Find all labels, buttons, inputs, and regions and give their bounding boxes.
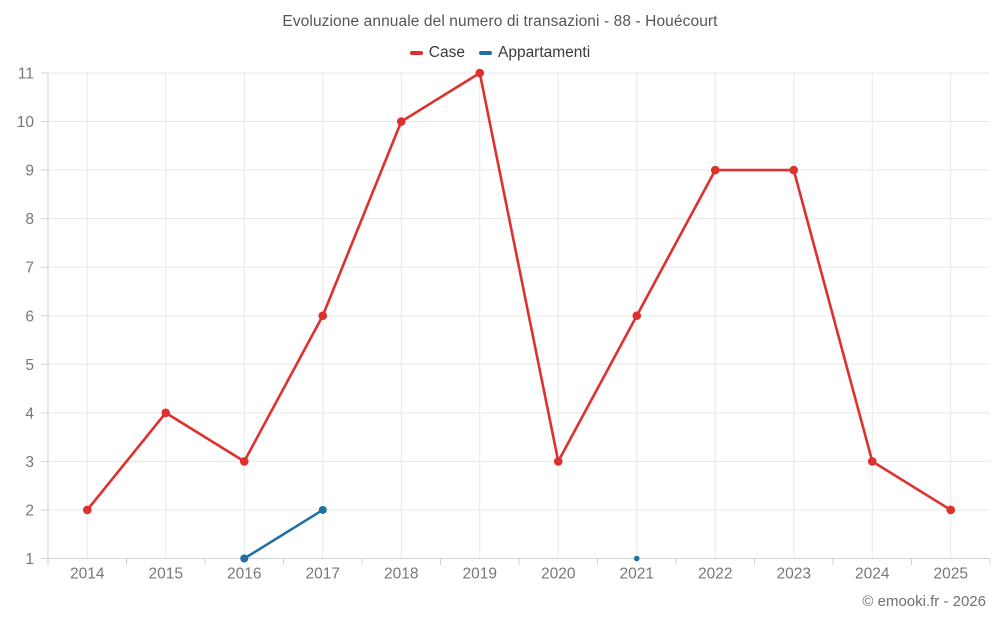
- x-tick-label: 2020: [541, 566, 576, 583]
- data-point-case-2014[interactable]: [82, 505, 92, 515]
- x-tick-label: 2018: [384, 566, 418, 583]
- series-line-case: [85, 71, 953, 512]
- x-tick-label: 2017: [306, 566, 340, 583]
- x-tick-label: 2023: [777, 566, 811, 583]
- legend-label-appartamenti: Appartamenti: [497, 44, 591, 61]
- y-tick-label: 3: [25, 454, 34, 471]
- x-tick-label: 2015: [149, 566, 183, 583]
- data-point-appartamenti-2017[interactable]: [318, 505, 327, 514]
- x-tick-label: 2021: [620, 566, 654, 583]
- y-tick-label: 7: [25, 260, 34, 277]
- chart-title: Evoluzione annuale del numero di transaz…: [282, 13, 718, 30]
- data-point-case-2024[interactable]: [867, 457, 877, 466]
- copyright-text: © emooki.fr - 2026: [862, 593, 986, 610]
- x-tick-label: 2025: [934, 566, 968, 583]
- legend-item-case[interactable]: Case: [409, 44, 465, 62]
- y-tick-label: 2: [25, 502, 34, 519]
- data-point-case-2022[interactable]: [710, 165, 720, 175]
- x-tick-label: 2024: [855, 566, 890, 583]
- data-point-case-2025[interactable]: [946, 505, 956, 515]
- series-line-appartamenti: [244, 510, 637, 559]
- y-tick-label: 9: [25, 163, 34, 180]
- y-tick-label: 10: [17, 114, 35, 131]
- axes: [41, 72, 991, 565]
- y-tick-label: 8: [25, 211, 34, 228]
- x-axis-labels: 2014 2015 2016 2017 2018 2019 2020 2021 2022 2023…: [70, 566, 968, 583]
- legend-item-appartamenti[interactable]: Appartamenti: [478, 44, 591, 62]
- y-tick-label: 4: [25, 405, 34, 422]
- chart-legend: Case Appartamenti: [0, 44, 1000, 62]
- y-tick-label: 5: [25, 357, 34, 374]
- data-point-case-2015[interactable]: [161, 408, 171, 418]
- y-tick-label: 6: [25, 308, 34, 325]
- data-point-appartamenti-2016[interactable]: [240, 554, 249, 563]
- data-point-case-2023[interactable]: [789, 165, 799, 175]
- appartamenti-legend-swatch-icon: [478, 51, 492, 55]
- x-tick-label: 2022: [698, 566, 732, 583]
- legend-label-case: Case: [428, 44, 465, 61]
- x-tick-label: 2019: [463, 566, 497, 583]
- series-case: [82, 68, 956, 515]
- data-point-case-2017[interactable]: [318, 311, 328, 321]
- gridlines: [48, 72, 990, 559]
- case-legend-swatch-icon: [409, 51, 423, 55]
- x-tick-label: 2014: [70, 566, 105, 583]
- x-tick-label: 2016: [227, 566, 261, 583]
- data-point-case-2018[interactable]: [396, 117, 406, 126]
- data-point-case-2016[interactable]: [239, 457, 249, 466]
- y-tick-label: 1: [25, 551, 34, 568]
- y-tick-label: 11: [18, 66, 34, 83]
- series-appartamenti: [240, 505, 640, 563]
- data-point-case-2021[interactable]: [632, 311, 642, 321]
- data-point-appartamenti-2021[interactable]: [633, 555, 640, 562]
- y-axis-labels: 1 2 3 4 5 6 7 8 9 10 11: [17, 66, 35, 569]
- data-point-case-2020[interactable]: [553, 457, 563, 466]
- data-point-case-2019[interactable]: [475, 68, 485, 78]
